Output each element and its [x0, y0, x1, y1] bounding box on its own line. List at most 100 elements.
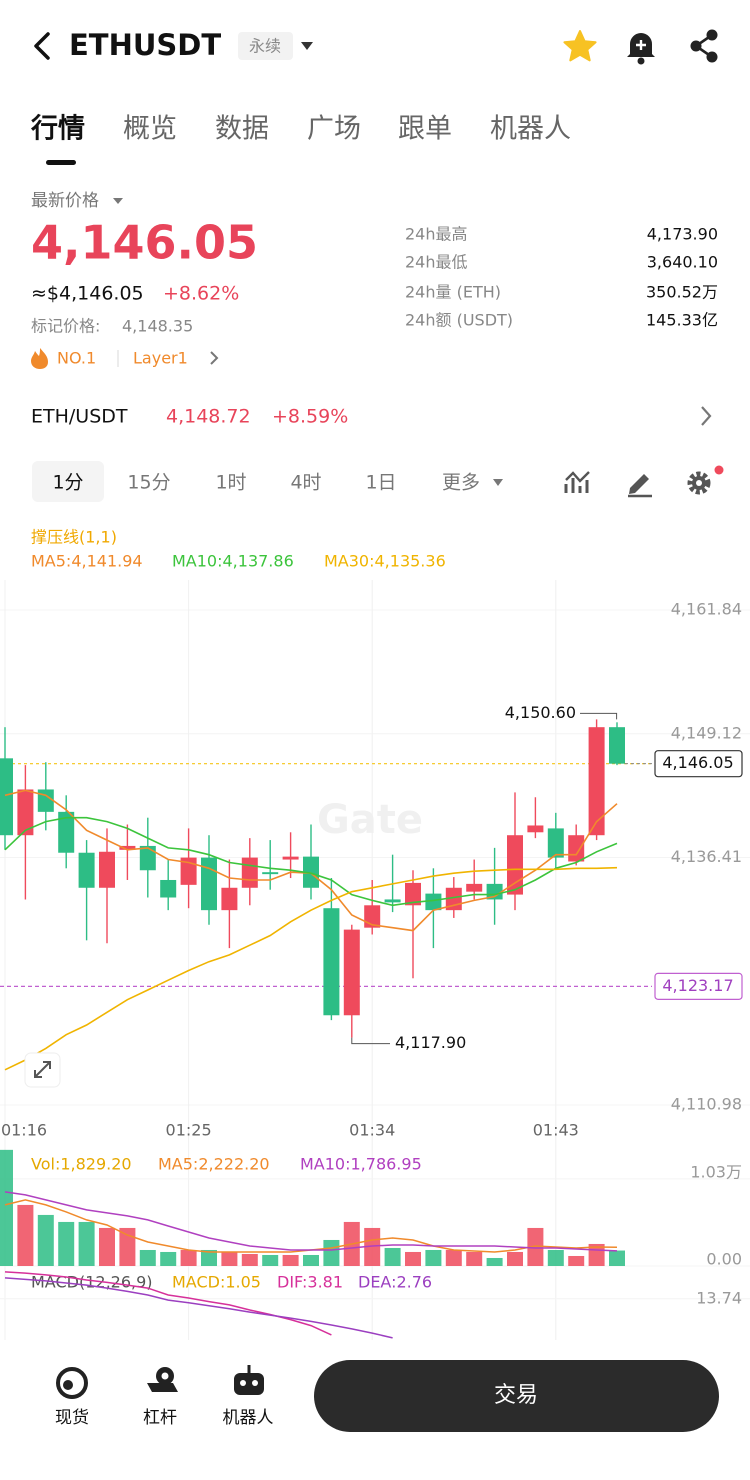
settings-button[interactable] — [687, 465, 724, 495]
tab[interactable]: 行情 — [30, 113, 85, 145]
volume-bar — [0, 1149, 13, 1266]
trade-button[interactable] — [314, 1360, 719, 1432]
draw-button[interactable] — [628, 474, 652, 498]
y-tick-label: 0.00 — [706, 1250, 742, 1269]
alert-bell[interactable] — [627, 33, 655, 65]
nav-label[interactable]: 机器人 — [223, 1408, 274, 1428]
usd-price: ≈$4,146.05 — [31, 283, 144, 305]
interval[interactable]: 15分 — [127, 472, 170, 494]
expand-button[interactable] — [24, 1052, 61, 1088]
candle-body — [17, 789, 34, 836]
legend-entry: MA5:2,222.20 — [158, 1155, 270, 1174]
hot-icon — [31, 348, 48, 369]
more-dropdown[interactable] — [493, 479, 503, 486]
volume-bar — [425, 1249, 442, 1266]
watermark: Gate — [317, 797, 423, 843]
candle-body — [303, 856, 319, 888]
tab[interactable]: 广场 — [307, 114, 361, 145]
candle-body — [201, 857, 217, 911]
tag-bg — [238, 32, 293, 60]
share[interactable] — [690, 29, 718, 63]
candle-body — [425, 893, 442, 911]
stat-label: 24h最高 — [405, 225, 468, 244]
candle-body — [0, 758, 13, 836]
margin-icon — [161, 1372, 169, 1380]
price-label: 最新价格 — [31, 191, 99, 211]
ma-line — [4, 866, 618, 1071]
spot-nav-icon[interactable] — [56, 1367, 88, 1399]
bot-nav-icon[interactable] — [234, 1365, 264, 1395]
stat-value: 350.52万 — [646, 283, 718, 302]
spot-pair[interactable]: ETH/USDT — [31, 406, 128, 428]
tab[interactable]: 概览 — [123, 114, 177, 145]
low-annotation — [351, 1037, 390, 1045]
volume-bar — [466, 1251, 483, 1266]
candle-body — [568, 835, 585, 862]
legend-entry: DEA:2.76 — [358, 1273, 432, 1292]
volume-bar — [78, 1221, 95, 1266]
candle-body — [119, 845, 136, 850]
volume-bar — [384, 1247, 401, 1266]
indicator-name: 撑压线(1,1) — [31, 528, 117, 547]
interval-selected-bg — [32, 461, 104, 502]
y-tick-label: 4,161.84 — [671, 600, 742, 619]
last-price: 4,146.05 — [31, 216, 258, 270]
volume-bar — [323, 1239, 340, 1266]
spot-price: 4,148.72 — [166, 406, 251, 428]
volume-bar — [139, 1249, 156, 1266]
interval[interactable]: 更多 — [442, 472, 480, 494]
candle-body — [547, 828, 564, 858]
candle-body — [609, 727, 625, 764]
sector[interactable]: Layer1 — [133, 349, 188, 368]
candle-body — [527, 825, 544, 833]
volume-ma-line — [4, 1191, 618, 1252]
tab[interactable]: 机器人 — [490, 114, 571, 145]
notice-dot — [714, 465, 724, 475]
volume-legend: Vol:1,829.20 — [31, 1155, 132, 1174]
stat-value: 4,173.90 — [647, 225, 718, 244]
dropdown[interactable] — [301, 42, 313, 50]
trade-button-label[interactable]: 交易 — [494, 1383, 538, 1408]
volume-bar — [547, 1249, 564, 1266]
candle-body — [282, 856, 299, 860]
indicator-button[interactable] — [564, 471, 590, 493]
nav-label[interactable]: 杠杆 — [143, 1408, 177, 1428]
volume-bar — [282, 1254, 299, 1266]
tab[interactable]: 数据 — [215, 114, 269, 145]
nav-label[interactable]: 现货 — [55, 1408, 89, 1428]
candle-body — [221, 887, 238, 911]
chart-layer: 01:16 01:25 01:34 01:43 Gate MA5:4,141.94 MA10… — [0, 552, 750, 1340]
chevron[interactable] — [701, 406, 712, 426]
support-label: 4,123.17 — [662, 976, 733, 995]
mark-price: 4,148.35 — [122, 317, 193, 336]
interval[interactable]: 1时 — [215, 472, 246, 494]
interval[interactable]: 1日 — [365, 472, 396, 494]
symbol: ETHUSDT — [69, 28, 221, 62]
back-button[interactable] — [34, 32, 50, 60]
high-annotation — [580, 712, 618, 720]
last_price-label: 4,146.05 — [662, 753, 733, 772]
candle-body — [241, 857, 258, 888]
y-tick-label: 4,149.12 — [671, 723, 742, 742]
candle-body — [160, 879, 177, 898]
candle-body — [99, 851, 115, 888]
rank[interactable]: NO.1 — [57, 349, 96, 368]
interval[interactable]: 1分 — [52, 472, 83, 494]
candle-body — [37, 789, 54, 812]
legend-entry: MA5:4,141.94 — [31, 552, 143, 571]
bot-icon — [240, 1380, 246, 1386]
spot-icon — [63, 1380, 73, 1390]
y-tick-label: 4,110.98 — [671, 1095, 742, 1114]
y-tick-label: 4,136.41 — [671, 847, 742, 866]
indicator-icon — [565, 471, 590, 483]
pencil-icon — [629, 474, 649, 494]
favorite-star[interactable] — [563, 30, 597, 62]
price-dropdown[interactable] — [113, 198, 123, 204]
candle-body — [58, 811, 75, 853]
volume-bar — [160, 1251, 177, 1266]
margin-nav-icon[interactable] — [147, 1367, 178, 1392]
tab[interactable]: 跟单 — [398, 114, 452, 145]
ma-line — [4, 816, 618, 907]
interval[interactable]: 4时 — [290, 472, 321, 494]
gear-hole — [696, 480, 702, 486]
